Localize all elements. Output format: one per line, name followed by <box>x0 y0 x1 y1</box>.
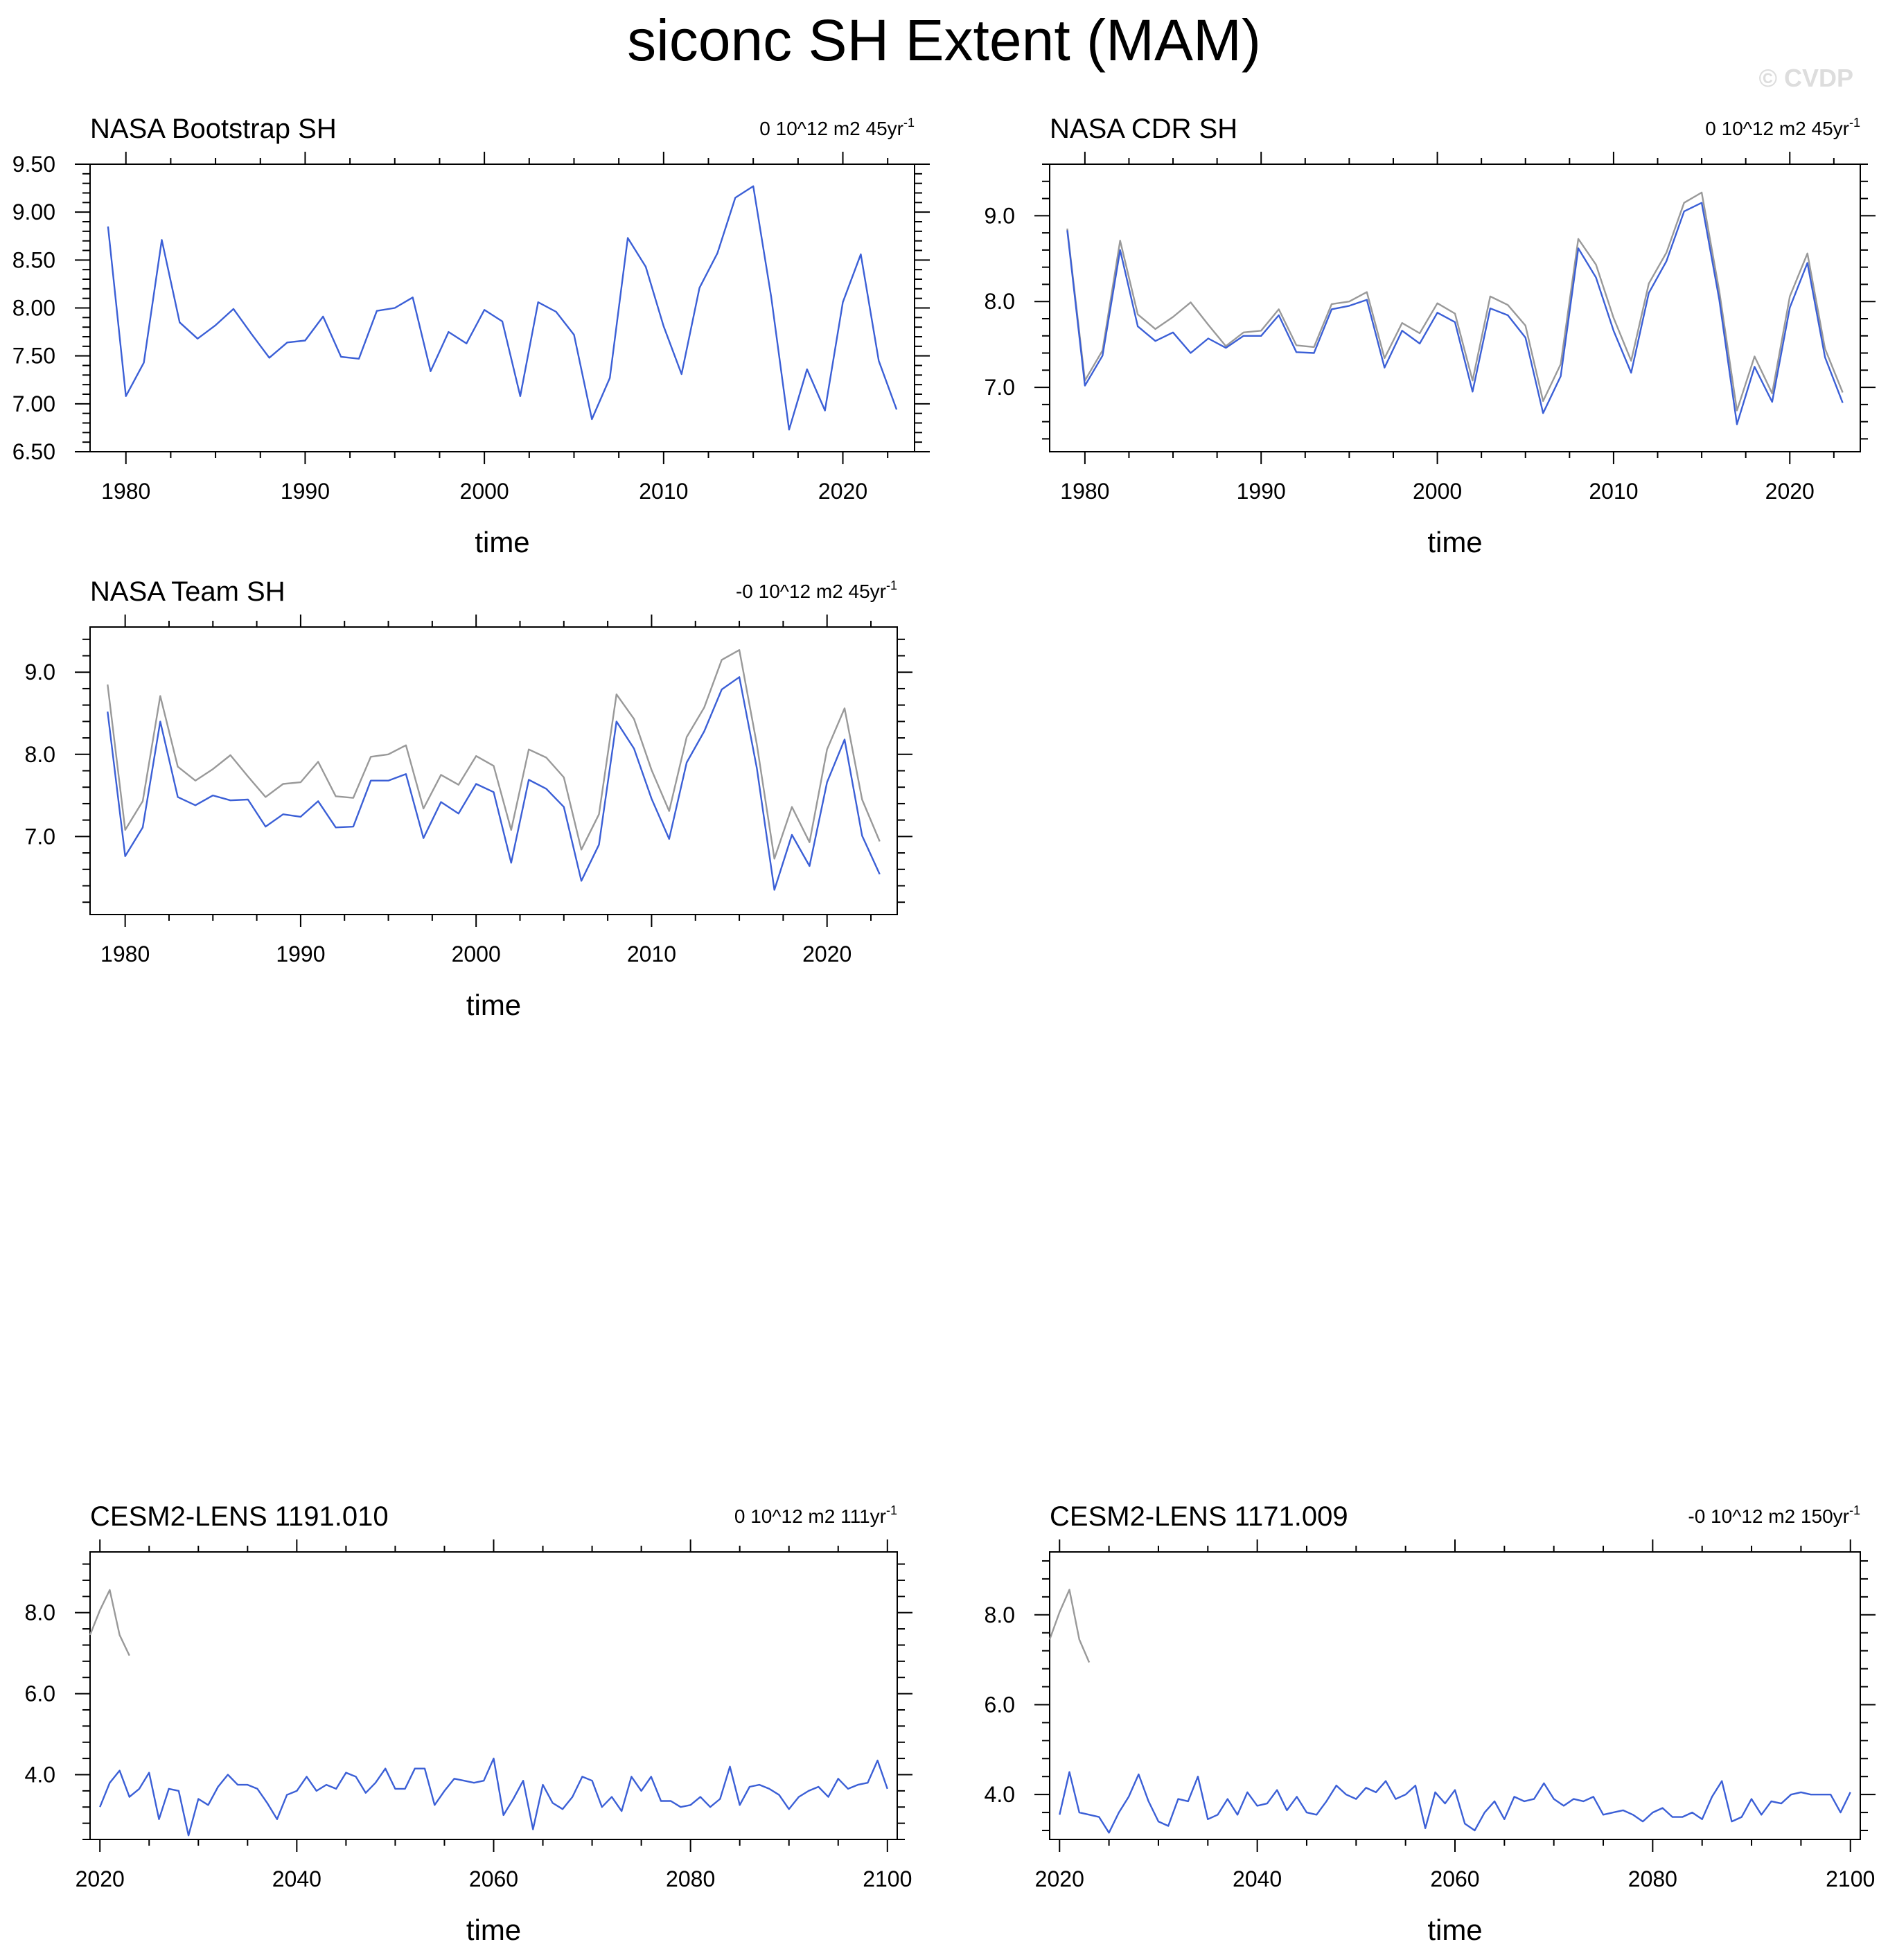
data-series-line <box>1066 202 1844 425</box>
x-axis-label: time <box>475 526 529 558</box>
x-tick-label: 2060 <box>1430 1866 1479 1891</box>
y-tick-label: 8.0 <box>985 289 1015 314</box>
x-tick-label: 2100 <box>863 1866 912 1891</box>
x-tick-label: 2020 <box>1765 479 1815 504</box>
y-tick-label: 9.00 <box>12 200 55 224</box>
chart-panel-1: NASA Bootstrap SH 0 10^12 m2 45yr-1 1980 19… <box>12 114 930 558</box>
chart-title: CESM2-LENS 1191.010 <box>90 1501 389 1532</box>
x-tick-label: 2080 <box>1628 1866 1677 1891</box>
x-tick-label: 2010 <box>1589 479 1638 504</box>
plot-frame <box>89 164 915 452</box>
y-tick-label: 4.0 <box>985 1782 1015 1807</box>
y-tick-label: 8.50 <box>12 247 55 272</box>
data-series-line <box>107 185 898 431</box>
y-tick-label: 6.0 <box>25 1681 55 1706</box>
plot-frame <box>1049 164 1861 452</box>
chart-panel-4: CESM2-LENS 1191.010 0 10^12 m2 111yr-1 202… <box>25 1501 912 1946</box>
y-tick-label: 7.50 <box>12 344 55 369</box>
x-tick-label: 1980 <box>1060 479 1109 504</box>
y-tick-label: 9.0 <box>25 660 55 685</box>
y-tick-label: 7.00 <box>12 391 55 416</box>
y-tick-label: 7.0 <box>25 824 55 849</box>
x-tick-label: 1980 <box>101 479 150 504</box>
x-tick-label: 2020 <box>1035 1866 1084 1891</box>
data-series-line <box>107 676 881 891</box>
chart-panel-3: NASA Team SH -0 10^12 m2 45yr-1 1980 1990 20… <box>25 576 912 1021</box>
x-tick-label: 2010 <box>639 479 688 504</box>
trend-label: -0 10^12 m2 150yr-1 <box>1688 1503 1860 1527</box>
x-tick-label: 2080 <box>666 1866 715 1891</box>
chart-title: NASA CDR SH <box>1050 114 1237 144</box>
trend-label: 0 10^12 m2 111yr-1 <box>734 1503 897 1527</box>
reference-series-line <box>89 1589 130 1657</box>
y-tick-label: 7.0 <box>985 375 1015 400</box>
x-tick-label: 2060 <box>469 1866 518 1891</box>
watermark: © CVDP <box>1758 64 1853 92</box>
x-tick-label: 2010 <box>627 942 676 966</box>
data-series-line <box>99 1757 888 1837</box>
plot-frame <box>89 1551 898 1840</box>
y-tick-label: 6.50 <box>12 439 55 464</box>
x-tick-label: 1980 <box>100 942 150 966</box>
x-tick-label: 2000 <box>452 942 501 966</box>
chart-title: CESM2-LENS 1171.009 <box>1050 1501 1348 1532</box>
x-axis-label: time <box>466 1914 521 1946</box>
x-tick-label: 2020 <box>818 479 867 504</box>
x-tick-label: 2040 <box>272 1866 321 1891</box>
chart-title: NASA Bootstrap SH <box>90 114 337 144</box>
x-tick-label: 1990 <box>281 479 330 504</box>
trend-label: 0 10^12 m2 45yr-1 <box>759 116 915 139</box>
y-tick-label: 6.0 <box>985 1692 1015 1717</box>
x-tick-label: 2100 <box>1826 1866 1875 1891</box>
y-tick-label: 8.0 <box>25 742 55 767</box>
y-tick-label: 8.00 <box>12 296 55 321</box>
data-series-line <box>1059 1771 1851 1834</box>
y-tick-label: 4.0 <box>25 1762 55 1787</box>
page-title: siconc SH Extent (MAM) <box>627 8 1261 73</box>
x-axis-label: time <box>466 989 521 1021</box>
chart-title: NASA Team SH <box>90 576 285 607</box>
reference-series-line <box>1066 191 1844 412</box>
reference-series-line <box>1048 1589 1091 1663</box>
x-axis-label: time <box>1427 526 1482 558</box>
x-tick-label: 2000 <box>1413 479 1462 504</box>
x-axis-label: time <box>1427 1914 1482 1946</box>
y-tick-label: 8.0 <box>985 1603 1015 1627</box>
x-tick-label: 2020 <box>802 942 852 966</box>
x-tick-label: 1990 <box>1237 479 1286 504</box>
reference-series-line <box>107 649 881 860</box>
x-tick-label: 1990 <box>276 942 325 966</box>
y-tick-label: 9.50 <box>12 152 55 177</box>
chart-panel-5: CESM2-LENS 1171.009 -0 10^12 m2 150yr-1 20… <box>985 1501 1876 1946</box>
trend-label: 0 10^12 m2 45yr-1 <box>1705 116 1860 139</box>
chart-panel-2: NASA CDR SH 0 10^12 m2 45yr-1 1980 1990 2000… <box>985 114 1876 558</box>
trend-label: -0 10^12 m2 45yr-1 <box>736 579 897 602</box>
x-tick-label: 2020 <box>76 1866 125 1891</box>
x-tick-label: 2040 <box>1233 1866 1282 1891</box>
y-tick-label: 9.0 <box>985 203 1015 228</box>
plot-frame <box>1049 1551 1861 1840</box>
y-tick-label: 8.0 <box>25 1600 55 1625</box>
x-tick-label: 2000 <box>460 479 509 504</box>
